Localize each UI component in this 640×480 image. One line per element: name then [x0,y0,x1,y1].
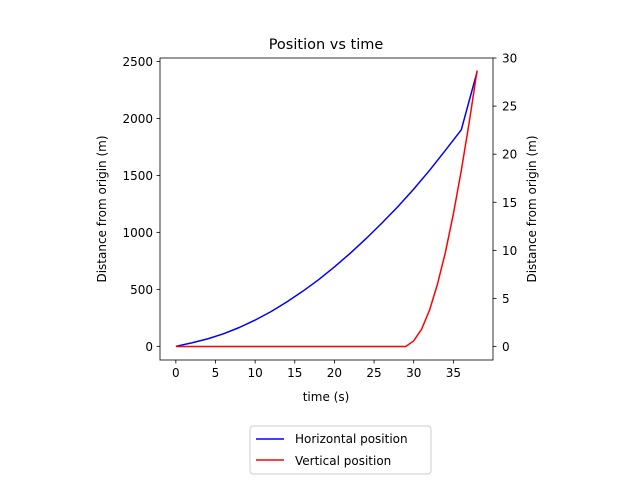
left-y-axis-label: Distance from origin (m) [95,135,109,282]
x-tick-label: 10 [248,366,263,380]
left-y-tick-label: 500 [130,283,153,297]
left-y-tick-label: 1000 [122,226,153,240]
left-y-axis-ticks: 0 500 1000 1500 2000 2500 [122,55,160,354]
right-y-tick-label: 10 [502,244,517,258]
x-axis-ticks: 0 5 10 15 20 25 30 35 [172,360,461,380]
series-lines [175,70,478,348]
x-tick-label: 20 [327,366,342,380]
series-line-horizontal [175,71,478,348]
x-axis-label: time (s) [303,390,350,404]
legend: Horizontal position Vertical position [249,425,432,475]
right-y-tick-label: 5 [502,292,510,306]
left-y-tick-label: 0 [145,340,153,354]
left-y-tick-label: 1500 [122,169,153,183]
plot-area [159,57,494,361]
x-tick-label: 5 [212,366,220,380]
right-y-tick-label: 15 [502,196,517,210]
x-tick-label: 35 [446,366,461,380]
legend-label-horizontal: Horizontal position [295,432,408,446]
legend-box [249,425,432,475]
x-tick-label: 0 [172,366,180,380]
x-tick-label: 25 [366,366,381,380]
chart-title: Position vs time [269,37,384,53]
right-y-tick-label: 20 [502,148,517,162]
x-tick-label: 15 [287,366,302,380]
right-y-axis-ticks: 0 5 10 15 20 25 30 [493,52,517,354]
right-y-axis-label: Distance from origin (m) [525,135,539,282]
legend-label-vertical: Vertical position [295,454,391,468]
right-y-tick-label: 30 [502,52,517,66]
left-y-tick-label: 2000 [122,112,153,126]
right-y-tick-label: 0 [502,340,510,354]
right-y-tick-label: 25 [502,100,517,114]
left-y-tick-label: 2500 [122,55,153,69]
x-tick-label: 30 [406,366,421,380]
series-line-vertical [175,70,478,348]
